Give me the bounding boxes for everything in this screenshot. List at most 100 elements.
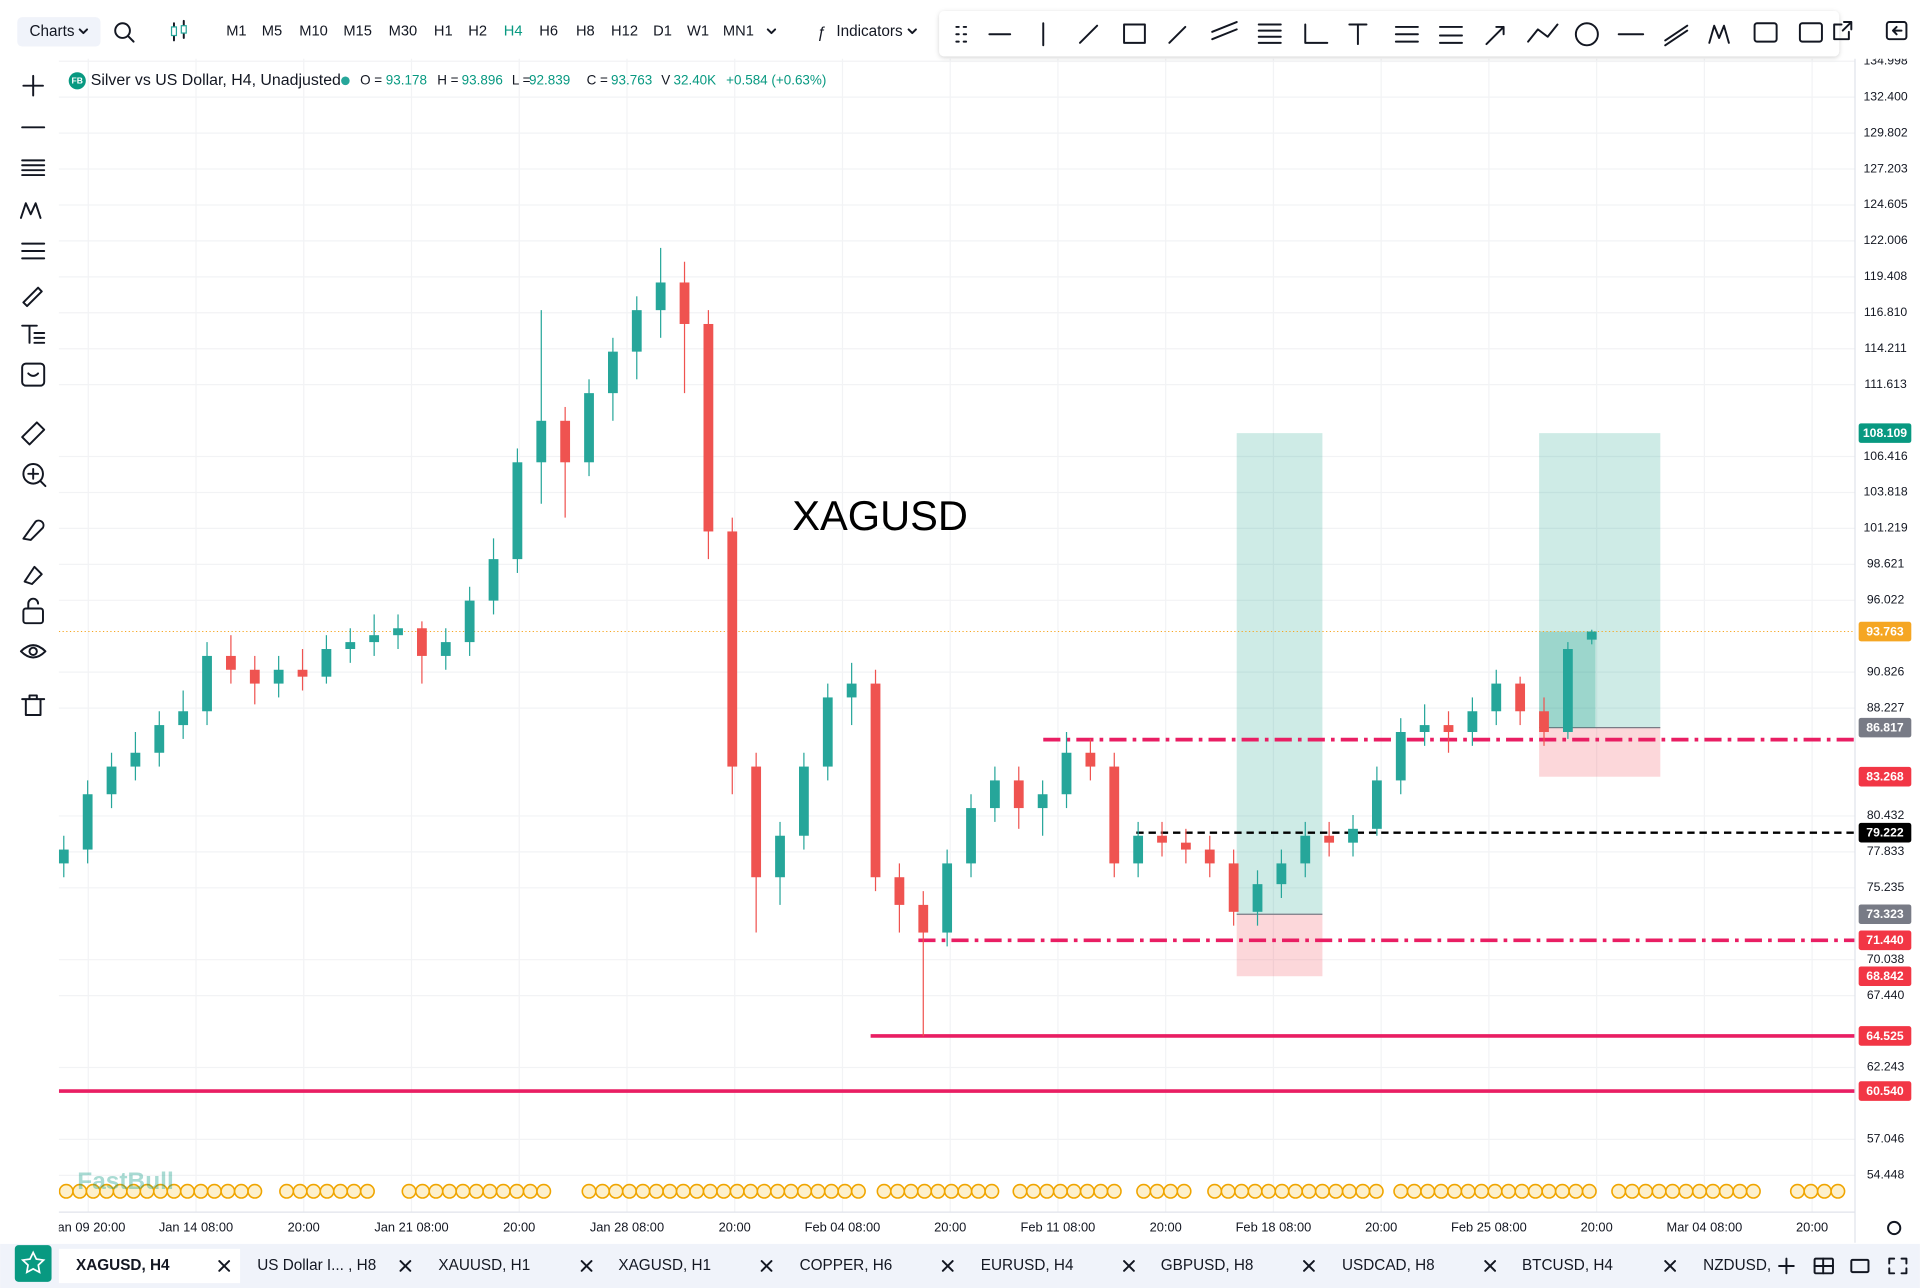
- event-icon[interactable]: [729, 1183, 745, 1199]
- event-icon[interactable]: [1581, 1183, 1597, 1199]
- event-icon[interactable]: [1163, 1183, 1179, 1199]
- event-icon[interactable]: [1803, 1183, 1819, 1199]
- event-icon[interactable]: [984, 1183, 1000, 1199]
- event-icon[interactable]: [1012, 1183, 1028, 1199]
- timeframe[interactable]: M15: [343, 24, 372, 40]
- tab-label[interactable]: USDCAD, H8: [1342, 1257, 1435, 1274]
- tab-label[interactable]: NZDUSD,: [1703, 1257, 1771, 1274]
- event-icon[interactable]: [1830, 1183, 1846, 1199]
- event-icon[interactable]: [1234, 1183, 1250, 1199]
- event-icon[interactable]: [1039, 1183, 1055, 1199]
- event-icon[interactable]: [1247, 1183, 1263, 1199]
- event-icon[interactable]: [957, 1183, 973, 1199]
- event-icon[interactable]: [1487, 1183, 1503, 1199]
- event-icon[interactable]: [468, 1183, 484, 1199]
- event-icon[interactable]: [1705, 1183, 1721, 1199]
- tab-label[interactable]: COPPER, H6: [800, 1257, 893, 1274]
- event-icon[interactable]: [1678, 1183, 1694, 1199]
- event-icon[interactable]: [662, 1183, 678, 1199]
- tab-label[interactable]: GBPUSD, H8: [1161, 1257, 1254, 1274]
- chart-type-icon[interactable]: [170, 19, 187, 42]
- event-icon[interactable]: [509, 1183, 525, 1199]
- event-icon[interactable]: [319, 1183, 335, 1199]
- event-icon[interactable]: [332, 1183, 349, 1199]
- event-icon[interactable]: [743, 1183, 759, 1199]
- event-icon[interactable]: [1066, 1183, 1082, 1199]
- event-icon[interactable]: [1514, 1183, 1530, 1199]
- event-icon[interactable]: [1651, 1183, 1667, 1199]
- event-icon[interactable]: [689, 1183, 705, 1199]
- event-icon[interactable]: [455, 1183, 471, 1199]
- event-icon[interactable]: [279, 1183, 295, 1199]
- event-icon[interactable]: [1301, 1183, 1317, 1199]
- dropdown-icon[interactable]: [766, 28, 777, 35]
- tab-close[interactable]: [580, 1260, 593, 1272]
- event-icon[interactable]: [916, 1183, 933, 1199]
- event-icon[interactable]: [903, 1183, 919, 1199]
- event-icon[interactable]: [414, 1183, 431, 1199]
- settings-icon[interactable]: [1887, 1220, 1902, 1236]
- event-icon[interactable]: [1554, 1183, 1570, 1199]
- tab-close[interactable]: [760, 1260, 773, 1272]
- timeframe[interactable]: M1: [226, 24, 246, 40]
- event-icon[interactable]: [943, 1183, 959, 1199]
- event-icon[interactable]: [970, 1183, 986, 1199]
- event-icon[interactable]: [1328, 1183, 1344, 1199]
- charts-menu[interactable]: Charts: [17, 17, 101, 47]
- event-icon[interactable]: [1745, 1183, 1761, 1199]
- event-icon[interactable]: [930, 1183, 946, 1199]
- event-icon[interactable]: [1052, 1183, 1068, 1199]
- event-icon[interactable]: [608, 1183, 624, 1199]
- event-icon[interactable]: [1261, 1183, 1277, 1199]
- event-icon[interactable]: [495, 1183, 511, 1199]
- timeframe[interactable]: H4: [504, 24, 523, 40]
- tab-close[interactable]: [1303, 1260, 1315, 1272]
- event-icon[interactable]: [441, 1183, 457, 1199]
- event-icon[interactable]: [1149, 1183, 1165, 1199]
- event-icon[interactable]: [1541, 1183, 1557, 1199]
- event-icon[interactable]: [58, 1183, 74, 1199]
- event-icon[interactable]: [193, 1183, 209, 1199]
- tab-label[interactable]: XAGUSD, H1: [618, 1257, 711, 1274]
- timeframe[interactable]: D1: [653, 24, 672, 40]
- event-icon[interactable]: [220, 1183, 236, 1199]
- event-icon[interactable]: [1816, 1183, 1832, 1199]
- search-icon[interactable]: [114, 22, 135, 43]
- event-icon[interactable]: [1341, 1183, 1357, 1199]
- event-icon[interactable]: [1789, 1183, 1805, 1199]
- event-icon[interactable]: [1500, 1183, 1517, 1199]
- timeframe[interactable]: H1: [434, 24, 453, 40]
- tab-label[interactable]: XAUUSD, H1: [438, 1257, 530, 1274]
- timeframe[interactable]: H12: [611, 24, 638, 40]
- event-icon[interactable]: [1093, 1183, 1109, 1199]
- timeframe[interactable]: M10: [299, 24, 328, 40]
- event-icon[interactable]: [346, 1183, 362, 1199]
- tab-label[interactable]: BTCUSD, H4: [1522, 1257, 1613, 1274]
- timeframe[interactable]: H6: [539, 24, 558, 40]
- timeframe[interactable]: H2: [468, 24, 487, 40]
- event-icon[interactable]: [206, 1183, 222, 1199]
- event-icon[interactable]: [1025, 1183, 1041, 1199]
- event-icon[interactable]: [770, 1183, 786, 1199]
- event-icon[interactable]: [179, 1183, 195, 1199]
- event-icon[interactable]: [1207, 1183, 1223, 1199]
- tab-close[interactable]: [1484, 1260, 1497, 1272]
- event-icon[interactable]: [1638, 1183, 1654, 1199]
- event-icon[interactable]: [428, 1183, 444, 1199]
- event-icon[interactable]: [675, 1183, 691, 1199]
- event-icon[interactable]: [1611, 1183, 1627, 1199]
- event-icon[interactable]: [796, 1183, 813, 1199]
- tab-label[interactable]: EURUSD, H4: [981, 1257, 1074, 1274]
- timeframe[interactable]: M30: [389, 24, 418, 40]
- event-icon[interactable]: [233, 1183, 249, 1199]
- event-icon[interactable]: [1420, 1183, 1436, 1199]
- event-icon[interactable]: [1732, 1183, 1748, 1199]
- event-icon[interactable]: [1568, 1183, 1584, 1199]
- event-icon[interactable]: [1474, 1183, 1490, 1199]
- event-icon[interactable]: [1079, 1183, 1095, 1199]
- timeframe[interactable]: MN1: [723, 24, 754, 40]
- tab-close[interactable]: [218, 1260, 231, 1272]
- event-icon[interactable]: [1314, 1183, 1330, 1199]
- favorite-button[interactable]: [14, 1245, 52, 1282]
- event-icon[interactable]: [401, 1183, 417, 1199]
